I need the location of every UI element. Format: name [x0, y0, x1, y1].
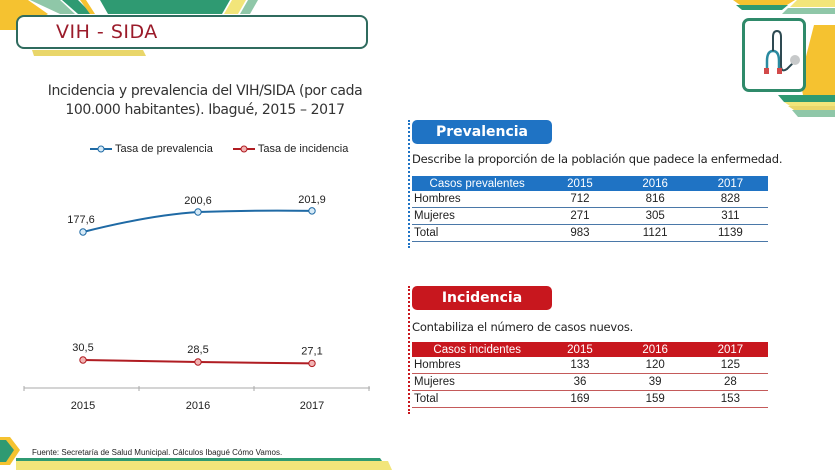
- chart-title: Incidencia y prevalencia del VIH/SIDA (p…: [40, 82, 370, 120]
- cell-value: 159: [645, 393, 665, 405]
- column-header-category: Casos prevalentes: [429, 177, 525, 190]
- page-title: VIH - SIDA: [56, 21, 158, 43]
- incidence-data-label: 27,1: [301, 345, 322, 357]
- column-header-year: 2017: [717, 343, 744, 356]
- chart-title-line1: Incidencia y prevalencia del VIH/SIDA (p…: [47, 83, 363, 99]
- cell-value: 816: [645, 193, 665, 205]
- prevalencia-description: Describe la proporción de la población q…: [412, 152, 783, 166]
- cell-value: 271: [570, 210, 590, 222]
- legend-marker-incidence-icon: [232, 145, 255, 153]
- panel-divider: [408, 286, 410, 414]
- row-label: Mujeres: [414, 376, 455, 388]
- cell-value: 983: [570, 227, 590, 239]
- column-header-year: 2017: [717, 177, 744, 190]
- incidencia-panel: Incidencia Contabiliza el número de caso…: [408, 286, 768, 414]
- cell-value: 133: [570, 359, 590, 371]
- row-label: Hombres: [414, 193, 461, 205]
- legend-label-prevalence: Tasa de prevalencia: [115, 143, 213, 155]
- legend-item-prevalence: Tasa de prevalencia: [90, 143, 213, 155]
- line-chart: 2015 2016 2017 177,6 200,6 201,9 30,5 28,5 27,1: [23, 194, 370, 412]
- cell-value: 1139: [718, 227, 743, 239]
- panel-divider: [408, 120, 410, 248]
- incidencia-description: Contabiliza el número de casos nuevos.: [412, 320, 634, 334]
- row-label: Hombres: [414, 359, 461, 371]
- legend-marker-prevalence-icon: [90, 145, 112, 153]
- legend-label-incidence: Tasa de incidencia: [257, 143, 349, 155]
- table-row: Mujeres 36 39 28: [412, 374, 768, 391]
- prevalence-point: [194, 208, 202, 216]
- x-axis-label: 2015: [71, 400, 95, 412]
- x-axis-label: 2017: [300, 400, 324, 412]
- row-label: Mujeres: [414, 210, 455, 222]
- incidence-point: [194, 358, 202, 366]
- incidencia-badge: Incidencia: [412, 286, 552, 310]
- cell-value: 828: [720, 193, 740, 205]
- chart-legend: Tasa de prevalencia Tasa de incidencia: [90, 143, 348, 155]
- cell-value: 28: [723, 376, 737, 388]
- column-header-year: 2015: [567, 177, 593, 190]
- incidence-point: [308, 359, 316, 368]
- cell-value: 36: [573, 376, 587, 388]
- row-label: Total: [414, 393, 439, 405]
- incidence-point: [79, 356, 87, 364]
- prevalence-point: [308, 207, 316, 215]
- incidencia-table: Casos incidentes 2015 2016 2017 Hombres 133 12…: [412, 342, 768, 408]
- cell-value: 153: [720, 393, 740, 405]
- table-row: Total 169 159 153: [412, 391, 768, 408]
- cell-value: 169: [570, 393, 590, 405]
- prevalencia-panel: Prevalencia Describe la proporción de la…: [408, 120, 783, 248]
- column-header-year: 2016: [642, 343, 668, 356]
- prevalencia-badge: Prevalencia: [412, 120, 552, 144]
- x-axis-label: 2016: [186, 400, 210, 412]
- prevalence-data-label: 201,9: [298, 194, 326, 206]
- column-header-year: 2015: [567, 343, 593, 356]
- column-header-year: 2016: [642, 177, 668, 190]
- prevalence-data-label: 177,6: [67, 214, 95, 226]
- table-header-row: Casos incidentes 2015 2016 2017: [412, 342, 768, 357]
- prevalence-point: [79, 228, 87, 236]
- cell-value: 120: [645, 359, 665, 371]
- incidence-data-label: 30,5: [72, 342, 93, 354]
- column-header-category: Casos incidentes: [433, 343, 521, 356]
- table-row: Mujeres 271 305 311: [412, 208, 768, 225]
- prevalencia-table: Casos prevalentes 2015 2016 2017 Hombres 712 8…: [412, 176, 768, 242]
- table-row: Hombres 712 816 828: [412, 191, 768, 208]
- table-row: Hombres 133 120 125: [412, 357, 768, 374]
- header-title-box: VIH - SIDA: [16, 15, 368, 49]
- source-note: Fuente: Secretaría de Salud Municipal. C…: [32, 448, 283, 457]
- legend-item-incidence: Tasa de incidencia: [232, 143, 349, 155]
- cell-value: 39: [648, 376, 662, 388]
- stethoscope-icon: [742, 18, 806, 92]
- table-header-row: Casos prevalentes 2015 2016 2017: [412, 176, 768, 191]
- row-label: Total: [414, 227, 439, 239]
- incidence-data-label: 28,5: [187, 344, 208, 356]
- cell-value: 311: [721, 210, 740, 222]
- table-row: Total 983 1121 1139: [412, 225, 768, 242]
- cell-value: 125: [720, 359, 740, 371]
- prevalence-data-label: 200,6: [184, 195, 212, 207]
- cell-value: 1121: [642, 227, 668, 239]
- chart-title-line2: 100.000 habitantes). Ibagué, 2015 – 2017: [65, 102, 345, 118]
- cell-value: 712: [570, 193, 590, 205]
- cell-value: 305: [645, 210, 665, 222]
